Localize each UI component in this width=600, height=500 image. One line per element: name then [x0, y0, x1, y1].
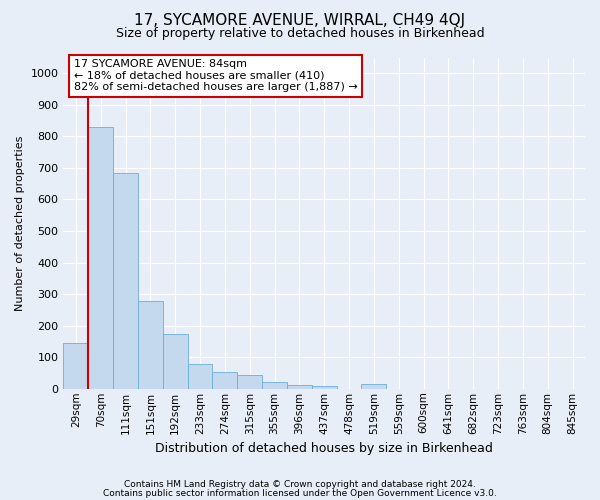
X-axis label: Distribution of detached houses by size in Birkenhead: Distribution of detached houses by size …	[155, 442, 493, 455]
Text: 17, SYCAMORE AVENUE, WIRRAL, CH49 4QJ: 17, SYCAMORE AVENUE, WIRRAL, CH49 4QJ	[134, 12, 466, 28]
Bar	[188, 364, 212, 389]
Bar	[163, 334, 188, 389]
Bar	[64, 343, 88, 389]
Bar	[262, 382, 287, 389]
Y-axis label: Number of detached properties: Number of detached properties	[15, 136, 25, 311]
Text: Size of property relative to detached houses in Birkenhead: Size of property relative to detached ho…	[116, 28, 484, 40]
Bar	[237, 375, 262, 389]
Text: 17 SYCAMORE AVENUE: 84sqm
← 18% of detached houses are smaller (410)
82% of semi: 17 SYCAMORE AVENUE: 84sqm ← 18% of detac…	[74, 59, 358, 92]
Bar	[312, 386, 337, 389]
Bar	[212, 372, 237, 389]
Bar	[88, 127, 113, 389]
Text: Contains HM Land Registry data © Crown copyright and database right 2024.: Contains HM Land Registry data © Crown c…	[124, 480, 476, 489]
Bar	[113, 172, 138, 389]
Text: Contains public sector information licensed under the Open Government Licence v3: Contains public sector information licen…	[103, 488, 497, 498]
Bar	[138, 301, 163, 389]
Bar	[287, 384, 312, 389]
Bar	[361, 384, 386, 389]
